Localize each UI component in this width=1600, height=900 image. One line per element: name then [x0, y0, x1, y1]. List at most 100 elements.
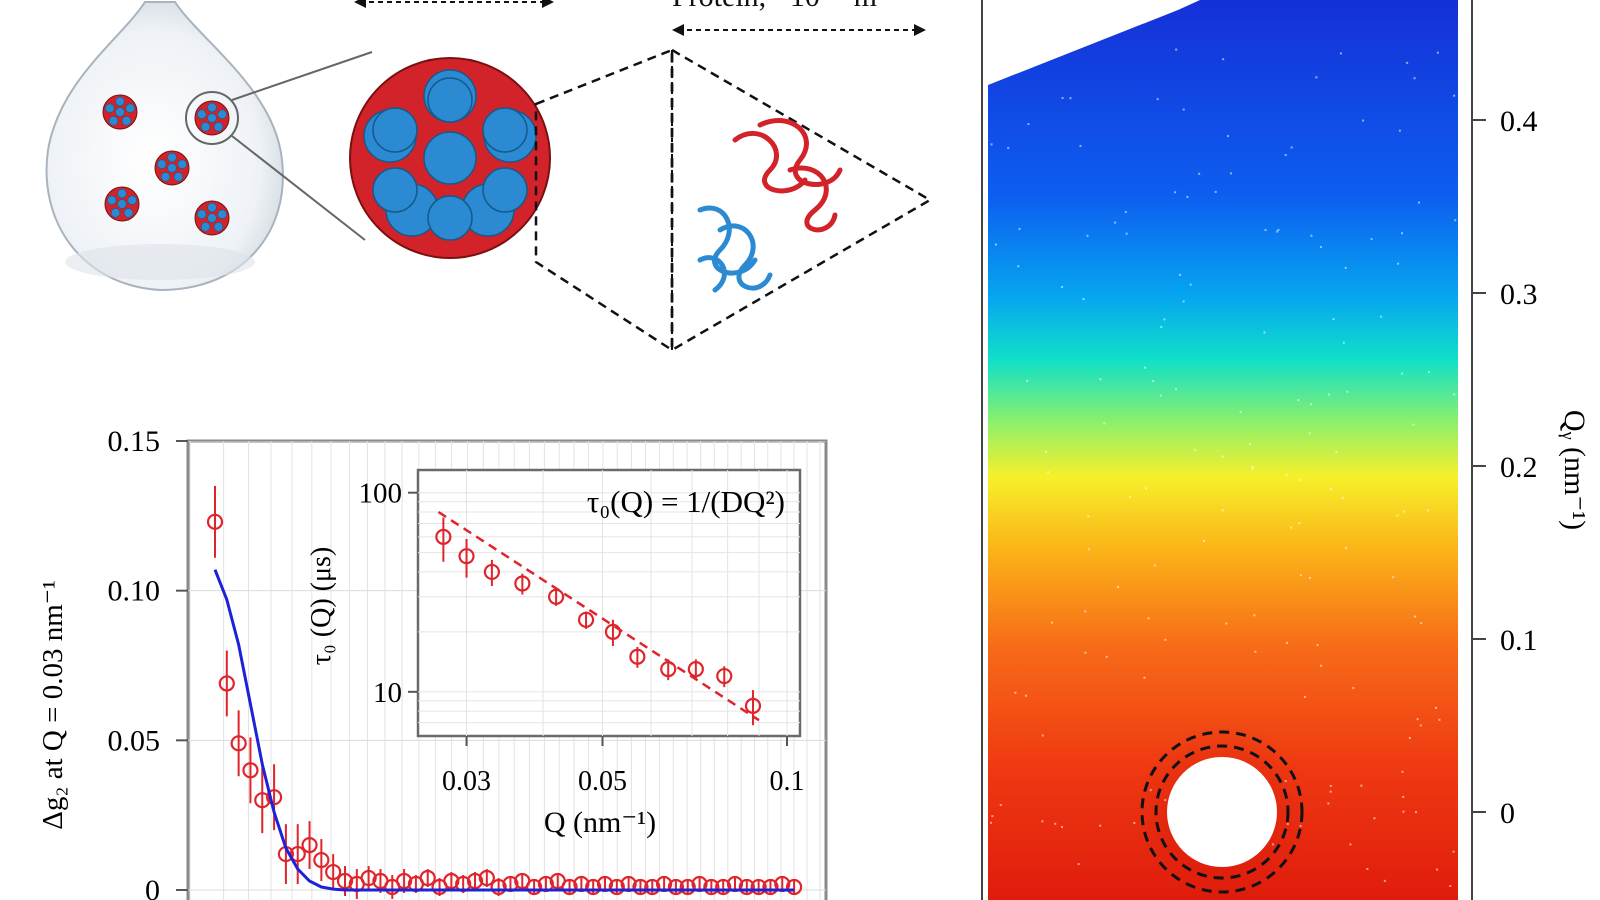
data-point [585, 878, 602, 896]
data-point [218, 675, 235, 692]
data-point [230, 735, 247, 752]
noise-pixel [1087, 515, 1090, 518]
protein-ribbon [697, 255, 727, 293]
noise-pixel [1069, 97, 1072, 100]
capsid-hexamer-spot [482, 167, 528, 213]
noise-pixel [1327, 802, 1330, 805]
noise-pixel [1329, 488, 1332, 491]
droplet-capsid-pentamer [110, 208, 121, 218]
noise-pixel [1285, 473, 1288, 476]
y-tick-label: 0.3 [1500, 278, 1538, 311]
noise-pixel [1341, 496, 1344, 499]
inset-formula: τ₀(Q) = 1/(DQ²) [587, 484, 785, 519]
noise-pixel [1087, 548, 1090, 551]
main-y-ticks: 0 0.05 0.10 0.15 [108, 425, 188, 900]
scale-arrow-right [672, 24, 926, 36]
noise-pixel [1373, 817, 1376, 820]
noise-pixel [1308, 576, 1311, 579]
droplet-capsid-pentamer [173, 172, 184, 182]
noise-pixel [1143, 676, 1146, 679]
y-tick-label: 0.1 [1500, 624, 1538, 657]
droplet-capsid-pentamer [197, 209, 207, 219]
data-point [419, 869, 436, 887]
data-point [265, 789, 283, 806]
noise-pixel [1299, 824, 1302, 827]
noise-pixel [1194, 448, 1197, 451]
noise-pixel [1339, 52, 1342, 55]
droplet-capsid-pentamer [200, 222, 211, 232]
noise-pixel [1335, 450, 1338, 453]
beamstop-ring-outer [1140, 730, 1304, 894]
y-tick-label: 0.15 [108, 425, 161, 458]
noise-pixel [1163, 318, 1166, 321]
noise-pixel [1175, 48, 1178, 51]
noise-pixel [1309, 403, 1312, 406]
noise-pixel [1018, 227, 1021, 230]
noise-pixel [1264, 229, 1267, 232]
noise-pixel [1414, 615, 1417, 618]
inset-y-axis-label: τ₀ (Q) (μs) [306, 547, 337, 665]
fit-line [437, 510, 760, 722]
noise-pixel [1251, 467, 1254, 470]
y-tick-label: 0.05 [108, 724, 161, 757]
noise-pixel [1380, 315, 1383, 318]
main-y-axis-label: Δg₂ at Q = 0.03 nm⁻¹ [37, 580, 69, 830]
large-capsid-pentamer [423, 131, 477, 185]
schematic: Protein, ~10⁻⁸ m [45, 0, 933, 353]
droplet-capsid-pentamer [121, 116, 132, 126]
noise-pixel [1454, 219, 1457, 222]
noise-pixel [1214, 190, 1217, 193]
noise-pixel [1047, 471, 1050, 474]
noise-pixel [1303, 695, 1306, 698]
droplet-capsid-pentamer [127, 195, 137, 205]
noise-pixel [1086, 234, 1089, 237]
noise-pixel [1329, 784, 1332, 787]
noise-pixel [1299, 574, 1302, 577]
noise-pixel [1025, 694, 1028, 697]
droplet-capsid-pentamer [207, 213, 217, 223]
noise-pixel [1182, 108, 1185, 111]
droplet-capsid-pentamer [107, 195, 117, 205]
noise-pixel [991, 815, 994, 818]
data-point [644, 878, 661, 896]
noise-pixel [1153, 564, 1156, 567]
data-point [395, 872, 413, 890]
noise-pixel [1254, 650, 1257, 653]
noise-pixel [990, 821, 993, 824]
data-point [336, 872, 354, 890]
data-point [715, 878, 732, 896]
data-point [458, 548, 475, 565]
noise-pixel [1327, 393, 1330, 396]
noise-pixel [1276, 230, 1279, 233]
noise-pixel [1370, 238, 1373, 241]
data-point [313, 851, 330, 869]
noise-pixel [1117, 586, 1120, 589]
data-point [301, 836, 318, 854]
protein-ribbon [757, 118, 843, 187]
noise-pixel [1360, 784, 1363, 787]
scale-label-protein: Protein, ~10⁻⁸ m [672, 0, 877, 13]
data-point [325, 863, 342, 881]
droplet-capsid-pentamer [108, 116, 119, 126]
noise-pixel [1298, 522, 1301, 525]
noise-pixel [1286, 641, 1289, 644]
y-tick-label: 0 [145, 874, 160, 900]
protein-structure [697, 118, 843, 293]
noise-pixel [1105, 655, 1108, 658]
noise-pixel [1284, 780, 1287, 783]
droplet-capsid-pentamer [200, 122, 211, 132]
y-tick-label: 100 [359, 478, 403, 510]
noise-pixel [1453, 94, 1456, 97]
noise-pixel [1362, 119, 1365, 122]
y-tick-label: 0 [1500, 797, 1515, 830]
noise-pixel [1263, 331, 1266, 334]
noise-pixel [1041, 820, 1044, 823]
noise-pixel [1179, 273, 1182, 276]
noise-pixel [1417, 201, 1420, 204]
noise-pixel [1297, 399, 1300, 402]
noise-pixel [1045, 450, 1048, 453]
data-point [667, 878, 685, 896]
data-point [679, 878, 696, 896]
droplet-capsid-pentamer [167, 152, 177, 163]
